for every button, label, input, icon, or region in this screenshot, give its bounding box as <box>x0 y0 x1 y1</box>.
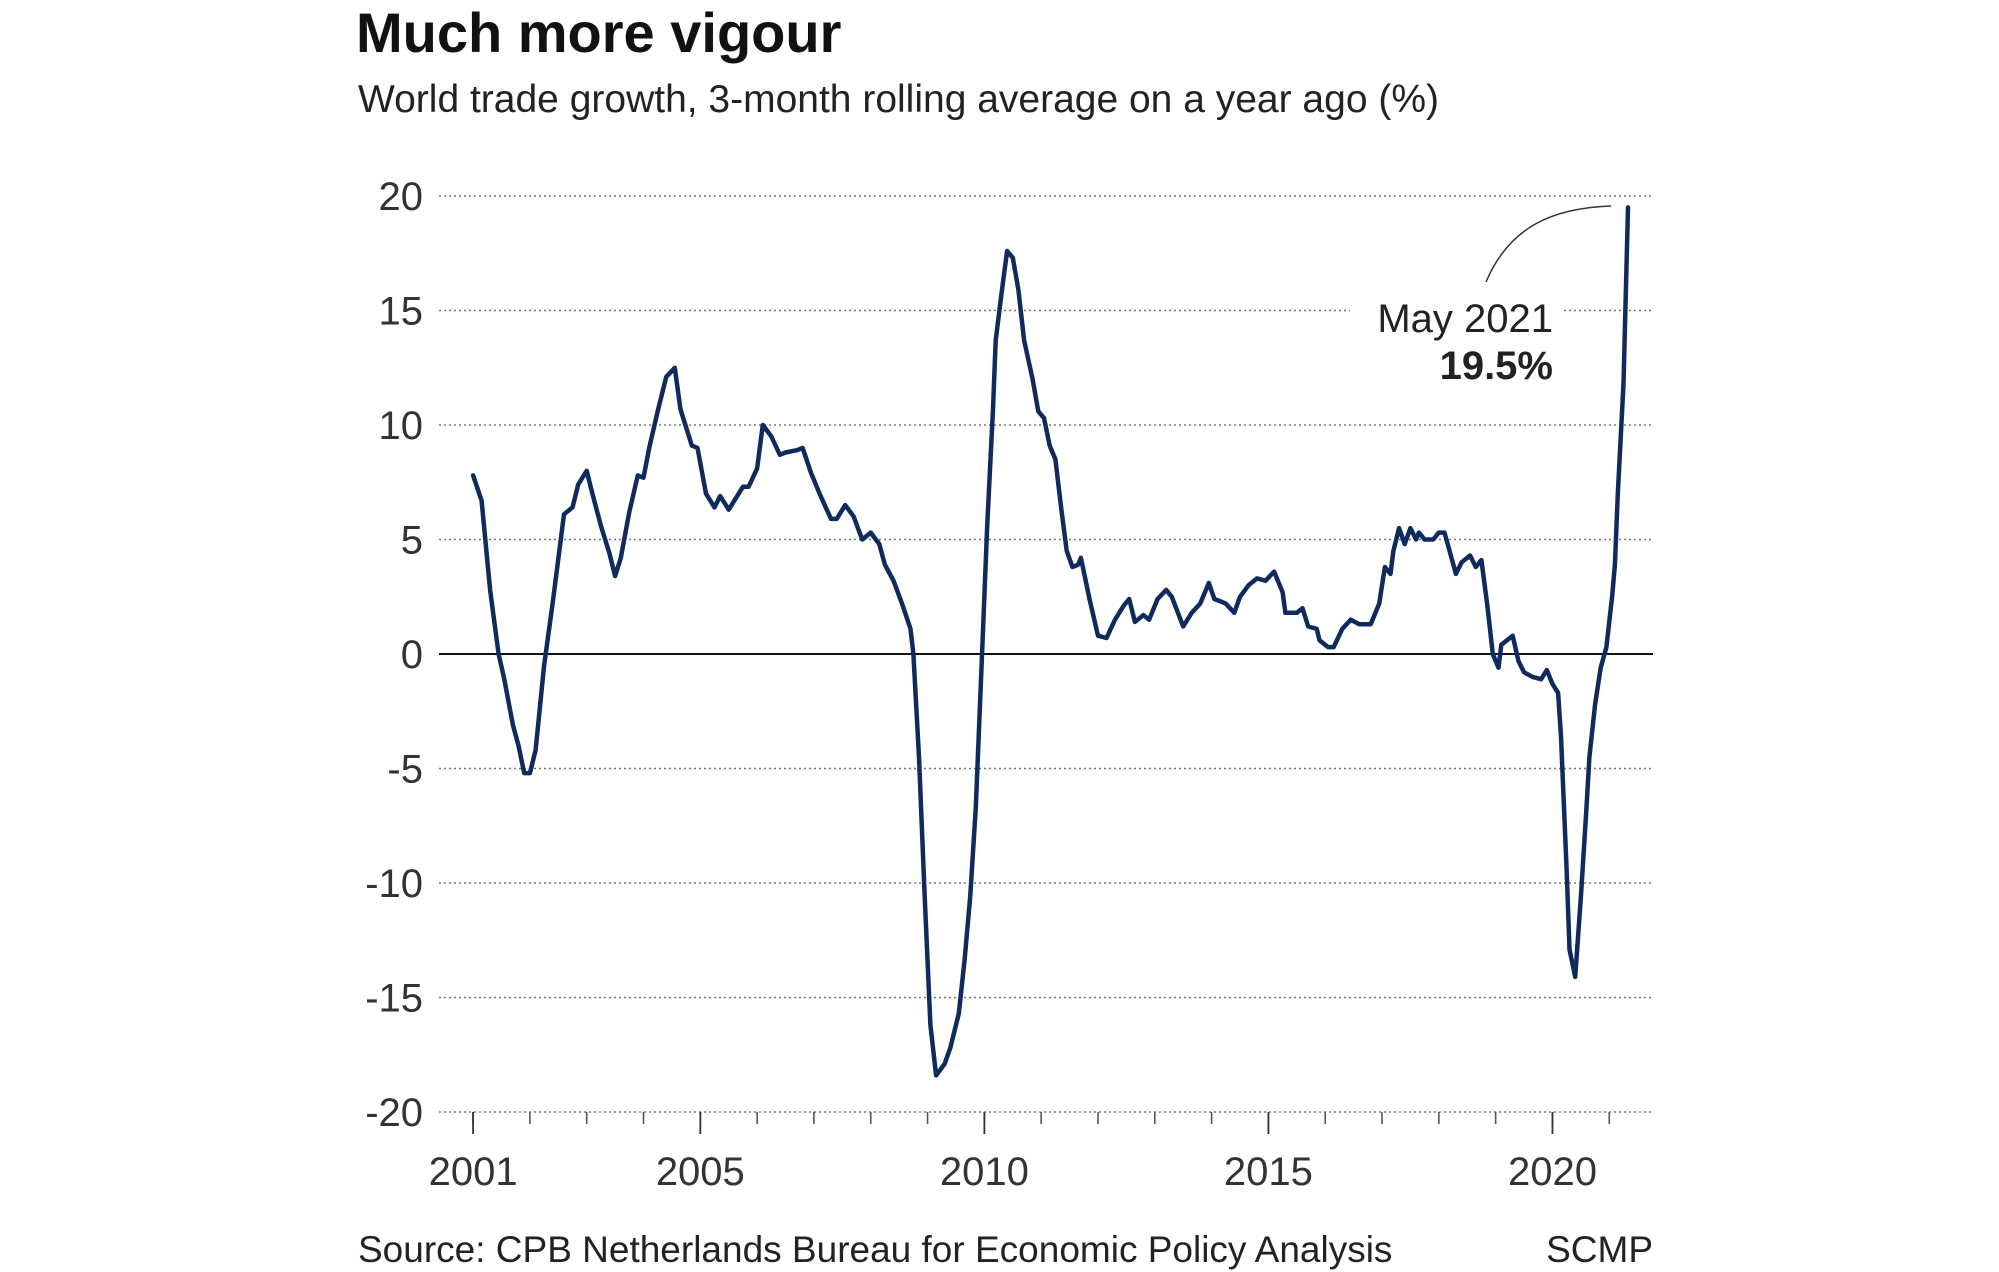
annotation-value: 19.5% <box>1440 344 1553 388</box>
x-tick-label: 2010 <box>940 1150 1029 1194</box>
y-tick-label: 0 <box>401 633 423 677</box>
annotation-connector <box>1485 205 1612 283</box>
y-tick-label: -20 <box>365 1091 423 1135</box>
y-tick-label: 5 <box>401 519 423 563</box>
y-tick-label: 10 <box>379 404 424 448</box>
y-tick-label: 20 <box>379 175 424 219</box>
chart-subtitle: World trade growth, 3-month rolling aver… <box>358 78 1439 121</box>
y-tick-label: 15 <box>379 290 424 334</box>
y-tick-label: -15 <box>365 977 423 1021</box>
annotation-date: May 2021 <box>1377 297 1553 341</box>
x-tick-label: 2020 <box>1508 1150 1597 1194</box>
y-tick-label: -5 <box>387 748 423 792</box>
annotation-backdrop <box>1350 282 1562 386</box>
data-line <box>470 205 1631 1078</box>
y-tick-label: -10 <box>365 862 423 906</box>
x-tick-label: 2005 <box>656 1150 745 1194</box>
chart-title: Much more vigour <box>356 1 841 64</box>
credit: SCMP <box>1546 1229 1653 1270</box>
source: Source: CPB Netherlands Bureau for Econo… <box>358 1229 1392 1270</box>
x-tick-label: 2001 <box>429 1150 518 1194</box>
x-tick-label: 2015 <box>1224 1150 1313 1194</box>
